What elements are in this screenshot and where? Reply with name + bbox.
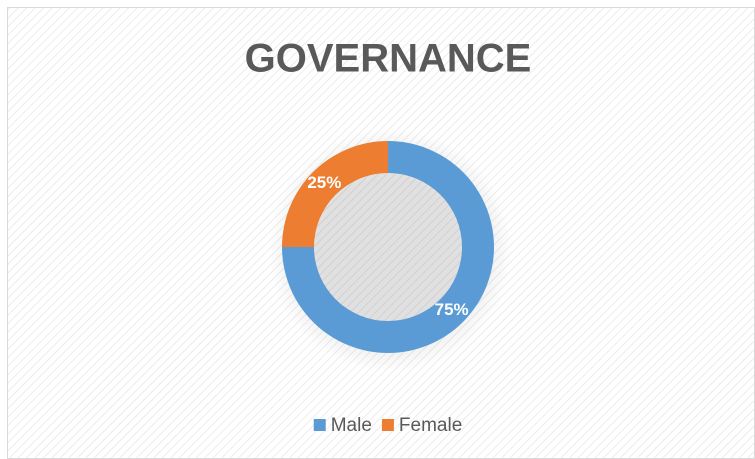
donut-slice	[282, 141, 494, 353]
donut-slice	[282, 141, 388, 247]
legend-swatch	[313, 419, 326, 431]
legend-label: Male	[331, 415, 372, 436]
legend-swatch	[381, 419, 394, 431]
data-label: 75%	[435, 300, 469, 319]
chart-title: GOVERNANCE	[245, 37, 532, 81]
data-label: 25%	[307, 173, 341, 192]
legend-label: Female	[399, 415, 462, 436]
